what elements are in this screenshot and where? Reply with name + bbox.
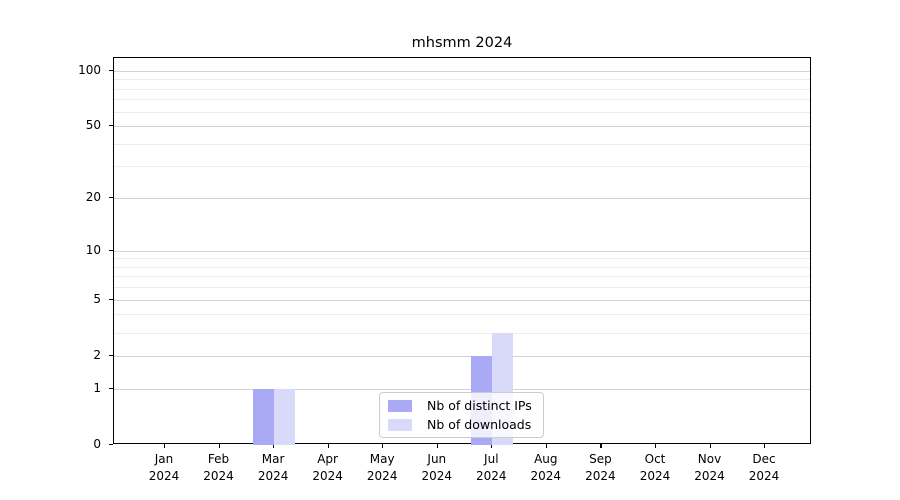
x-tick-mark-oct (655, 444, 657, 448)
gridline-minor-6 (114, 287, 810, 289)
x-tick-year-dec: 2024 (748, 469, 780, 483)
x-tick-year-feb: 2024 (203, 469, 234, 483)
x-tick-year-mar: 2024 (257, 469, 289, 483)
x-tick-mark-aug (545, 444, 547, 448)
gridline-major-5 (114, 299, 810, 301)
gridline-major-50 (114, 126, 810, 127)
gridline-major-100 (114, 70, 810, 72)
y-tick-label-20: 20 (85, 190, 101, 204)
x-tick-mark-nov (709, 444, 711, 448)
x-tick-label-aug: Aug 2024 (530, 452, 562, 483)
x-tick-label-nov: Nov 2024 (694, 452, 725, 483)
y-tick-label-10: 10 (85, 242, 101, 257)
x-tick-year-jul: 2024 (476, 469, 507, 483)
gridline-minor-60 (114, 111, 810, 113)
x-tick-label-jul: Jul 2024 (476, 452, 507, 483)
gridline-major-20 (114, 198, 810, 199)
y-tick-mark-5 (109, 298, 113, 300)
x-tick-year-may: 2024 (366, 469, 398, 483)
legend-swatch-downloads (388, 418, 412, 431)
legend: Nb of distinct IPs Nb of downloads (379, 392, 544, 438)
y-tick-mark-20 (109, 197, 113, 199)
legend-item-downloads: Nb of downloads (388, 415, 543, 434)
x-tick-year-jun: 2024 (421, 469, 453, 483)
gridline-major-2 (114, 355, 810, 357)
y-tick-label-100: 100 (78, 62, 101, 77)
gridline-major-10 (114, 250, 810, 252)
y-tick-mark-50 (109, 125, 113, 127)
gridline-minor-30 (114, 166, 810, 168)
x-tick-label-mar: Mar 2024 (257, 452, 289, 483)
x-tick-mark-jul (491, 444, 493, 448)
grid-layer (114, 58, 810, 443)
y-tick-label-2: 2 (93, 347, 101, 362)
bar-nb-of-distinct-ips-mar (253, 388, 275, 445)
gridline-minor-90 (114, 79, 810, 81)
gridline-minor-80 (114, 88, 810, 90)
legend-swatch-distinct-ips (388, 399, 412, 412)
x-tick-mark-sep (600, 444, 602, 448)
bars-layer (114, 58, 810, 445)
plot-area: Nb of distinct IPs Nb of downloads (113, 57, 811, 445)
x-tick-label-jun: Jun 2024 (421, 452, 453, 483)
x-tick-year-nov: 2024 (694, 469, 725, 483)
gridline-minor-40 (114, 143, 810, 145)
gridline-major-1 (114, 388, 810, 390)
y-tick-label-50: 50 (85, 118, 101, 132)
y-tick-mark-10 (109, 249, 113, 251)
y-tick-label-1: 1 (93, 380, 101, 395)
x-tick-mark-may (382, 444, 384, 448)
gridline-minor-4 (114, 314, 810, 316)
x-tick-label-jan: Jan 2024 (148, 452, 180, 483)
x-tick-label-dec: Dec 2024 (748, 452, 780, 483)
x-tick-year-aug: 2024 (530, 469, 562, 483)
x-tick-label-apr: Apr 2024 (312, 452, 343, 483)
x-tick-mark-apr (327, 444, 329, 448)
y-axis: 0 1 2 5 10 20 50 100 (0, 57, 113, 451)
x-tick-mark-mar (273, 444, 275, 448)
gridline-minor-70 (114, 99, 810, 101)
x-axis: Jan 2024 Feb 2024 Mar 2024 Apr 2024 May 2024 Jun 20… (113, 444, 811, 500)
legend-item-distinct-ips: Nb of distinct IPs (388, 396, 543, 415)
bar-nb-of-downloads-mar (274, 388, 296, 445)
legend-label-downloads: Nb of downloads (427, 417, 532, 432)
y-tick-mark-100 (109, 69, 113, 71)
gridline-minor-7 (114, 276, 810, 278)
y-tick-mark-1 (109, 387, 113, 389)
x-tick-mark-feb (218, 444, 220, 448)
x-tick-mark-jun (436, 444, 438, 448)
y-tick-mark-0 (109, 444, 113, 446)
gridline-minor-3 (114, 332, 810, 334)
x-tick-year-oct: 2024 (639, 469, 671, 483)
chart-title: mhsmm 2024 (411, 35, 513, 51)
x-tick-mark-dec (764, 444, 766, 448)
x-tick-year-jan: 2024 (148, 469, 180, 483)
legend-label-distinct-ips: Nb of distinct IPs (427, 398, 532, 413)
y-tick-label-0: 0 (93, 437, 101, 451)
x-tick-year-apr: 2024 (312, 469, 343, 483)
y-tick-mark-2 (109, 354, 113, 357)
x-tick-label-feb: Feb 2024 (203, 452, 234, 483)
gridline-minor-9 (114, 258, 810, 260)
x-tick-year-sep: 2024 (585, 469, 616, 483)
x-tick-label-oct: Oct 2024 (639, 452, 671, 483)
y-tick-label-5: 5 (93, 291, 101, 306)
x-tick-mark-jan (164, 444, 166, 448)
x-tick-label-may: May 2024 (366, 452, 398, 483)
gridline-minor-8 (114, 266, 810, 268)
x-tick-label-sep: Sep 2024 (585, 452, 616, 483)
